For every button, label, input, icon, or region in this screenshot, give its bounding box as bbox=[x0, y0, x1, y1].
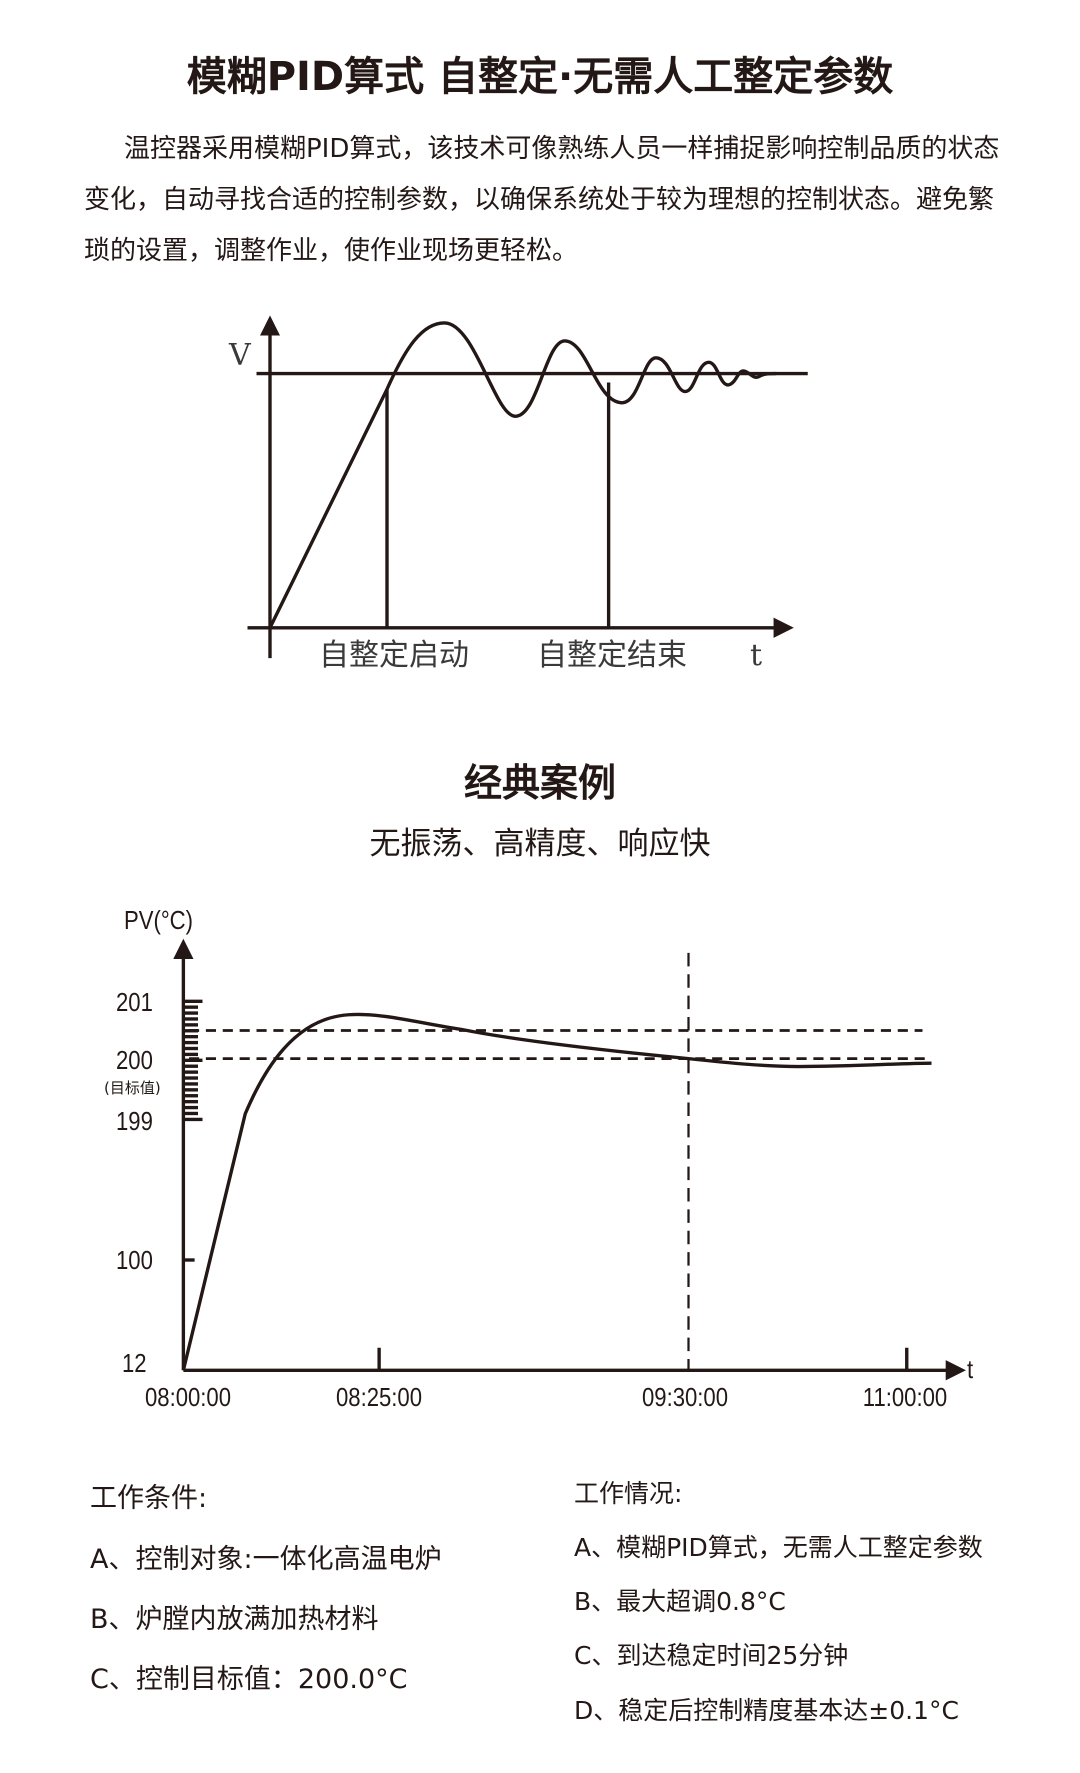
y-tick-201: 201 bbox=[116, 987, 153, 1017]
chart1-y-label: V bbox=[229, 338, 251, 373]
autotune-diagram bbox=[247, 315, 808, 659]
case-chart bbox=[173, 938, 966, 1381]
intro-paragraph: 温控器采用模糊PID算式，该技术可像熟练人员一样捕捉影响控制品质的状态变化，自动… bbox=[84, 124, 1014, 277]
temperature-curve bbox=[181, 1012, 932, 1371]
condition-item: B、炉膛内放满加热材料 bbox=[90, 1604, 379, 1635]
target-note: (目标值) bbox=[104, 1079, 161, 1097]
x-tick-0930: 09:30:00 bbox=[641, 1382, 729, 1412]
conditions-heading: 工作条件: bbox=[90, 1483, 208, 1514]
result-item: C、到达稳定时间25分钟 bbox=[574, 1641, 849, 1670]
intro-text: 温控器采用模糊PID算式，该技术可像熟练人员一样捕捉影响控制品质的状态变化，自动… bbox=[84, 134, 1000, 266]
chart2-y-label: PV(°C) bbox=[124, 905, 194, 935]
case-subtitle: 无振荡、高精度、响应快 bbox=[369, 826, 711, 862]
chart1-marker-end: 自整定结束 bbox=[537, 638, 687, 673]
results-heading: 工作情况: bbox=[574, 1479, 683, 1508]
y-tick-100: 100 bbox=[116, 1245, 153, 1275]
condition-item: C、控制目标值：200.0°C bbox=[90, 1664, 408, 1695]
page-title: 模糊PID算式 自整定·无需人工整定参数 bbox=[186, 54, 894, 100]
y-tick-199: 199 bbox=[116, 1106, 153, 1136]
case-title: 经典案例 bbox=[463, 761, 616, 805]
x-tick-0825: 08:25:00 bbox=[335, 1382, 423, 1412]
response-curve bbox=[268, 321, 777, 629]
condition-item: A、控制对象:一体化高温电炉 bbox=[90, 1544, 442, 1575]
y-tick-12: 12 bbox=[122, 1348, 147, 1378]
x-tick-0800: 08:00:00 bbox=[144, 1382, 232, 1412]
result-item: A、模糊PID算式，无需人工整定参数 bbox=[574, 1533, 983, 1562]
chart1-marker-start: 自整定启动 bbox=[319, 638, 469, 673]
chart1-x-label: t bbox=[750, 638, 763, 673]
chart2-x-label: t bbox=[967, 1354, 974, 1384]
y-tick-200: 200 bbox=[116, 1045, 153, 1075]
result-item: B、最大超调0.8°C bbox=[574, 1587, 786, 1616]
x-tick-1100: 11:00:00 bbox=[862, 1382, 948, 1412]
result-item: D、稳定后控制精度基本达±0.1°C bbox=[574, 1696, 959, 1725]
